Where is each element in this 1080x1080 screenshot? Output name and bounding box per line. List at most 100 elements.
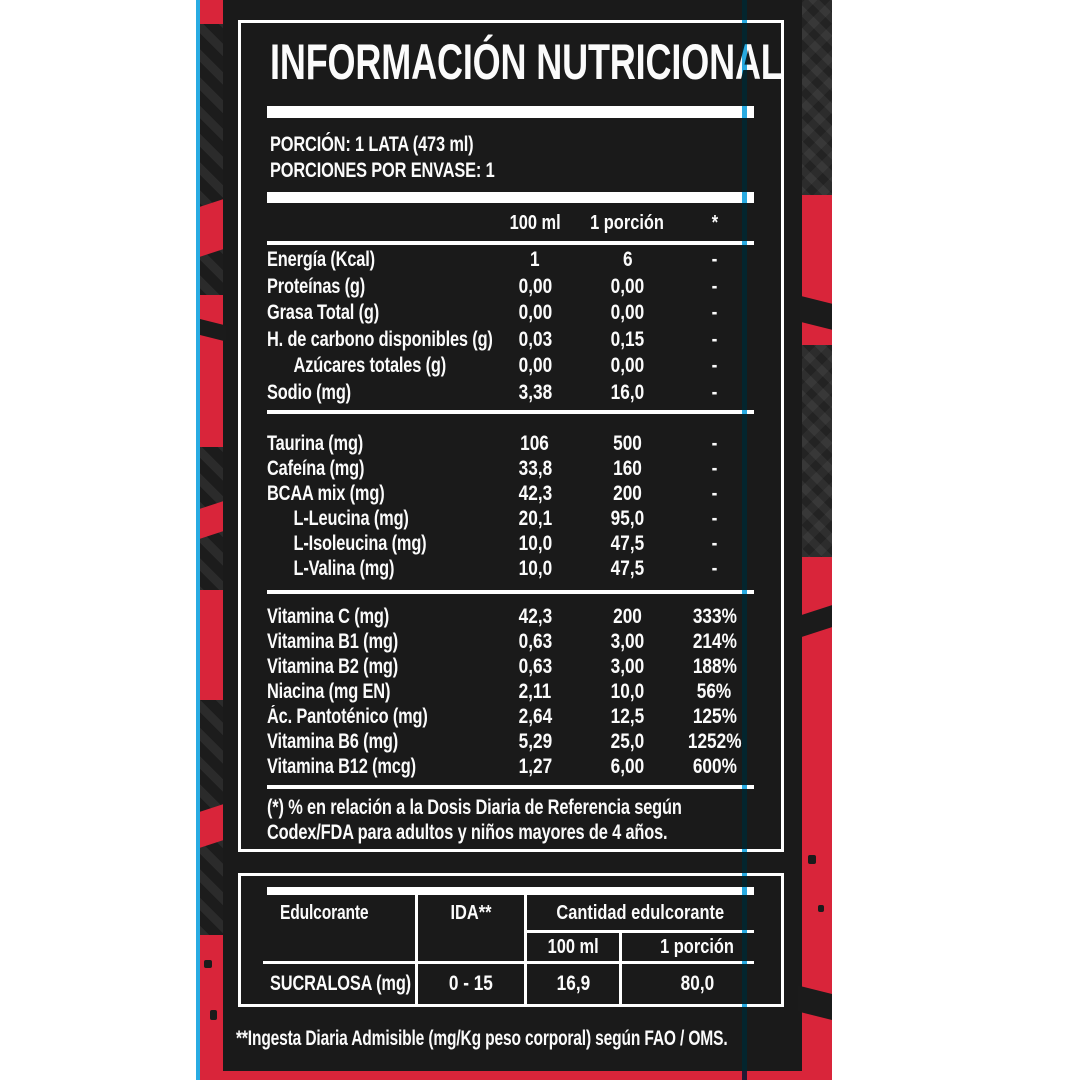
panel-title: INFORMACIÓN NUTRICIONAL	[270, 34, 783, 90]
value-100ml: 1	[530, 248, 540, 272]
row-label: Energía (Kcal)	[267, 248, 375, 272]
servings-per-container-line: PORCIONES POR ENVASE: 1	[270, 159, 495, 182]
row-label: Niacina (mg EN)	[267, 679, 391, 703]
grunge-red-patch	[200, 804, 223, 848]
value-portion: 95,0	[610, 506, 645, 530]
value-pct: -	[711, 506, 718, 530]
value-portion: 500	[613, 431, 642, 455]
row-label: L-Valina (mg)	[293, 556, 395, 580]
serving-size-line: PORCIÓN: 1 LATA (473 ml)	[270, 133, 474, 156]
grunge-red-patch	[200, 935, 223, 1080]
value-100ml: 3,38	[518, 380, 552, 404]
value-pct: 333%	[692, 604, 737, 628]
nutrition-row: H. de carbono disponibles (g) 0,03 0,15 -	[267, 327, 754, 354]
value-pct: 125%	[692, 704, 737, 728]
value-pct: 1252%	[687, 729, 742, 753]
value-portion: 200	[613, 481, 642, 505]
value-portion: 10,0	[610, 679, 645, 703]
value-pct: -	[711, 531, 718, 555]
nutrition-row: Taurina (mg) 106 500 -	[267, 431, 754, 456]
nutrition-row: L-Leucina (mg) 20,1 95,0 -	[267, 506, 754, 531]
bottom-red-band	[196, 1071, 832, 1080]
row-label: Grasa Total (g)	[267, 301, 380, 325]
vitamins-section: Vitamina C (mg) 42,3 200 333% Vitamina B1 (m…	[267, 604, 754, 779]
value-100ml: 106	[520, 431, 550, 455]
cyan-edge-line	[196, 0, 200, 1080]
value-portion: 6,00	[610, 754, 645, 778]
row-label: Proteínas (g)	[267, 274, 366, 298]
value-portion: 3,00	[610, 654, 645, 678]
row-label: L-Leucina (mg)	[293, 506, 409, 530]
value-100ml: 0,63	[518, 654, 552, 678]
value-pct: -	[711, 248, 718, 272]
label-panel: INFORMACIÓN NUTRICIONAL PORCIÓN: 1 LATA …	[196, 0, 832, 1080]
ida-bottom-note: **Ingesta Diaria Admisible (mg/Kg peso c…	[236, 1027, 728, 1050]
value-portion: 47,5	[610, 531, 645, 555]
sweetener-row-rule	[263, 961, 754, 964]
thin-rule	[267, 590, 754, 594]
nutrition-row: BCAA mix (mg) 42,3 200 -	[267, 481, 754, 506]
value-pct: 56%	[697, 679, 732, 703]
thin-rule	[267, 785, 754, 789]
value-pct: -	[711, 380, 718, 404]
ida-header: IDA**	[450, 901, 492, 924]
value-100ml: 2,11	[518, 679, 552, 703]
macro-section: Energía (Kcal) 1 6- Proteínas (g) 0,00 0,00- G…	[267, 247, 754, 406]
value-pct: -	[711, 274, 718, 298]
value-100ml: 42,3	[518, 481, 552, 505]
value-100ml: 0,00	[518, 301, 552, 325]
sweetener-portion-cell: 80,0	[680, 972, 714, 995]
row-label: Vitamina B6 (mg)	[267, 729, 399, 753]
reference-footnote: (*) % en relación a la Dosis Diaria de R…	[267, 796, 682, 844]
value-100ml: 1,27	[518, 754, 552, 778]
sweetener-name-cell: SUCRALOSA (mg)	[270, 972, 411, 995]
right-grunge-band	[798, 0, 832, 1080]
value-100ml: 10,0	[518, 531, 552, 555]
value-pct: -	[711, 481, 718, 505]
column-header-asterisk: *	[711, 211, 718, 234]
value-pct: -	[711, 431, 718, 455]
value-portion: 3,00	[610, 629, 645, 653]
sweetener-divider	[619, 933, 622, 1004]
nutrition-row: Vitamina C (mg) 42,3 200 333%	[267, 604, 754, 629]
value-100ml: 10,0	[518, 556, 552, 580]
value-100ml: 5,29	[518, 729, 552, 753]
amount-100ml-header: 100 ml	[547, 935, 599, 958]
value-portion: 160	[613, 456, 642, 480]
value-pct: 214%	[692, 629, 737, 653]
value-pct: -	[711, 301, 718, 325]
nutrition-row: Azúcares totales (g) 0,00 0,00 -	[267, 353, 754, 380]
nutrition-row: Proteínas (g) 0,00 0,00 -	[267, 274, 754, 301]
value-100ml: 33,8	[518, 456, 552, 480]
nutrition-row: Vitamina B1 (mg) 0,63 3,00 214%	[267, 629, 754, 654]
row-label: Ác. Pantoténico (mg)	[267, 704, 428, 728]
row-label: Azúcares totales (g)	[293, 354, 447, 378]
row-label: Vitamina B2 (mg)	[267, 654, 399, 678]
value-100ml: 0,63	[518, 629, 552, 653]
value-pct: -	[711, 327, 718, 351]
value-100ml: 42,3	[518, 604, 552, 628]
nutrition-row: Vitamina B2 (mg) 0,63 3,00 188%	[267, 654, 754, 679]
teal-line-highlight	[742, 0, 747, 1080]
value-100ml: 0,00	[518, 274, 552, 298]
grunge-red-patch	[200, 0, 223, 24]
grunge-speck	[204, 960, 212, 968]
row-label: Vitamina C (mg)	[267, 604, 390, 628]
sweetener-ida-cell: 0 - 15	[448, 972, 494, 995]
grunge-red-patch	[200, 590, 223, 700]
row-label: Vitamina B1 (mg)	[267, 629, 399, 653]
sweetener-header: Edulcorante	[280, 901, 369, 924]
value-portion: 0,00	[610, 274, 645, 298]
value-portion: 16,0	[610, 380, 645, 404]
nutrition-row: Vitamina B6 (mg) 5,29 25,0 1252%	[267, 729, 754, 754]
grunge-red-patch	[200, 295, 223, 447]
value-pct: 188%	[692, 654, 737, 678]
row-label: Taurina (mg)	[267, 431, 364, 455]
grunge-speck	[210, 1010, 217, 1020]
row-label: BCAA mix (mg)	[267, 481, 385, 505]
value-portion: 47,5	[610, 556, 645, 580]
column-header-portion: 1 porción	[590, 211, 665, 234]
value-100ml: 0,00	[518, 354, 552, 378]
row-label: H. de carbono disponibles (g)	[267, 327, 493, 351]
grunge-speck	[808, 855, 816, 864]
